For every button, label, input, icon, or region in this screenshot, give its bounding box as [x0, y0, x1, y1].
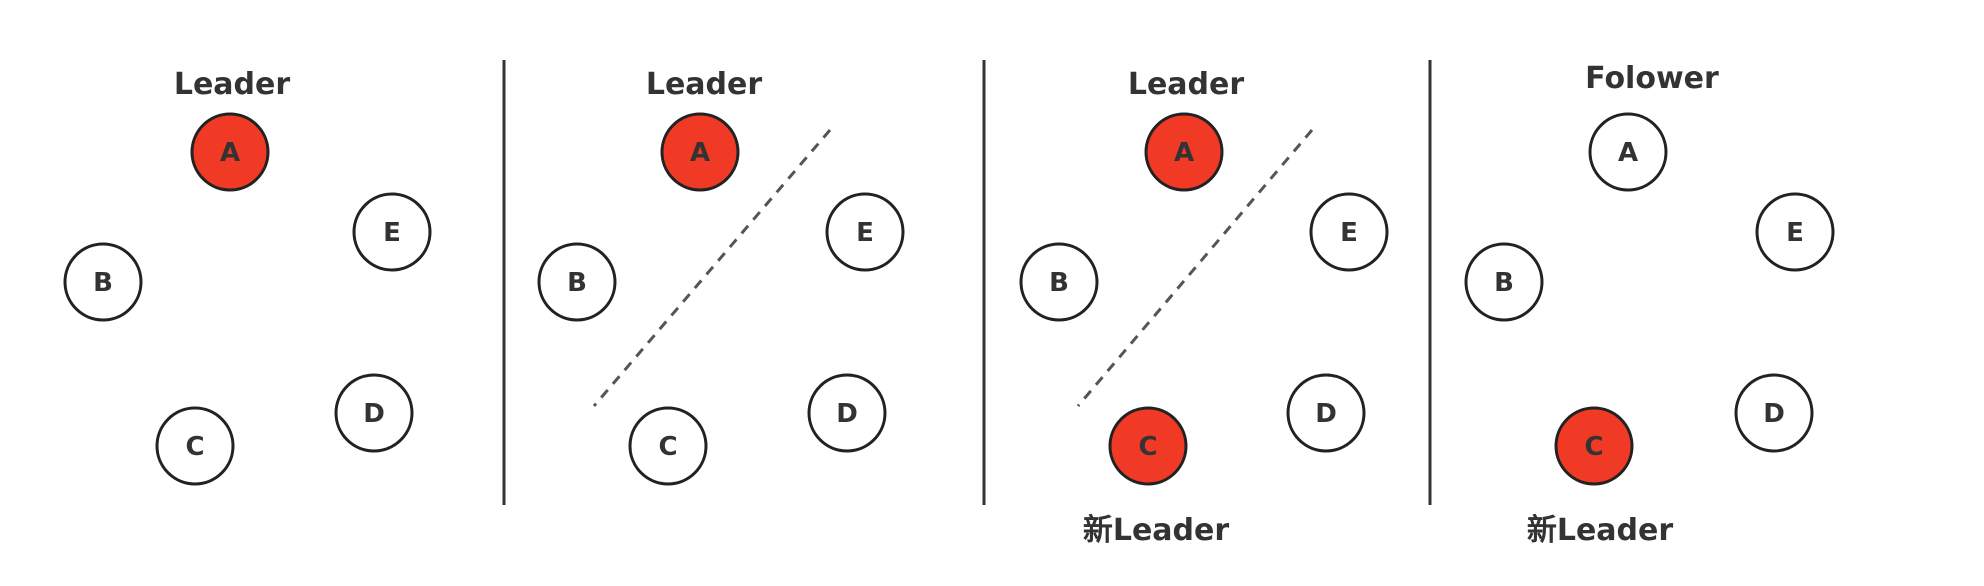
node-B: B: [1464, 242, 1544, 322]
panel-4-bottom-label: 新Leader: [1527, 513, 1674, 548]
panel-2: Leader A B C D E: [537, 67, 905, 486]
svg-text:B: B: [93, 268, 113, 298]
node-D: D: [807, 373, 887, 453]
svg-text:D: D: [1315, 399, 1337, 429]
node-A: A: [1588, 112, 1668, 192]
node-E: E: [352, 192, 432, 272]
node-A: A: [1144, 112, 1224, 192]
svg-text:D: D: [1763, 399, 1785, 429]
panel-3-top-label: Leader: [1128, 67, 1245, 102]
node-C: C: [1108, 406, 1188, 486]
svg-text:A: A: [220, 138, 240, 168]
node-D: D: [334, 373, 414, 453]
node-B: B: [537, 242, 617, 322]
svg-text:D: D: [363, 399, 385, 429]
svg-text:C: C: [185, 432, 204, 462]
panel-3: Leader A B C D E 新Leader: [1019, 67, 1389, 548]
network-partition-line: [1076, 129, 1314, 407]
svg-text:E: E: [383, 218, 401, 248]
node-B: B: [63, 242, 143, 322]
network-partition-line: [592, 129, 832, 407]
node-D: D: [1734, 373, 1814, 453]
svg-text:C: C: [658, 432, 677, 462]
node-E: E: [1755, 192, 1835, 272]
panel-2-top-label: Leader: [646, 67, 763, 102]
panel-3-bottom-label: 新Leader: [1083, 513, 1230, 548]
panel-4-top-label: Folower: [1585, 61, 1719, 96]
svg-text:A: A: [690, 138, 710, 168]
svg-text:E: E: [1786, 218, 1804, 248]
panel-1: Leader A B C D E: [63, 67, 432, 486]
node-C: C: [1554, 406, 1634, 486]
svg-text:E: E: [1340, 218, 1358, 248]
panel-4: Folower A B C D E 新Leader: [1464, 61, 1835, 548]
node-E: E: [825, 192, 905, 272]
svg-text:E: E: [856, 218, 874, 248]
svg-text:B: B: [567, 268, 587, 298]
svg-text:C: C: [1584, 432, 1603, 462]
node-C: C: [155, 406, 235, 486]
node-E: E: [1309, 192, 1389, 272]
svg-text:B: B: [1494, 268, 1514, 298]
svg-text:B: B: [1049, 268, 1069, 298]
node-B: B: [1019, 242, 1099, 322]
node-A: A: [190, 112, 270, 192]
svg-text:C: C: [1138, 432, 1157, 462]
node-C: C: [628, 406, 708, 486]
svg-text:A: A: [1618, 138, 1638, 168]
svg-text:A: A: [1174, 138, 1194, 168]
svg-text:D: D: [836, 399, 858, 429]
panel-1-top-label: Leader: [174, 67, 291, 102]
node-D: D: [1286, 373, 1366, 453]
node-A: A: [660, 112, 740, 192]
